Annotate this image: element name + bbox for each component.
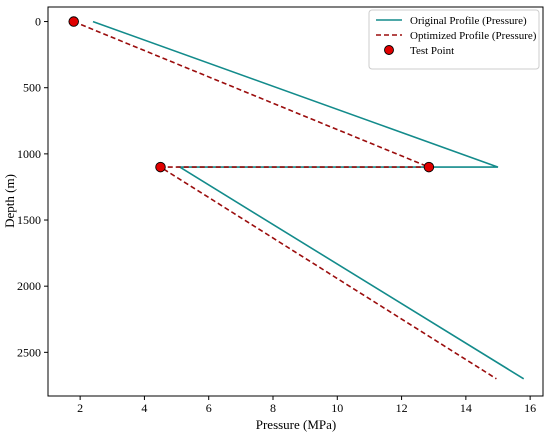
- x-tick-label: 6: [206, 401, 212, 415]
- x-tick-label: 2: [77, 401, 83, 415]
- y-tick-label: 2500: [17, 345, 41, 359]
- legend-label-test-point: Test Point: [410, 45, 454, 57]
- y-tick-label: 0: [35, 15, 41, 29]
- series-optimized-line: [73, 20, 497, 380]
- test-point: [68, 16, 79, 27]
- legend-swatch-test-point: [384, 45, 394, 55]
- x-tick-label: 14: [460, 401, 472, 415]
- legend-box: [368, 9, 540, 70]
- plot-area: [47, 6, 544, 397]
- x-tick-label: 12: [396, 401, 408, 415]
- series-layer: [73, 20, 525, 380]
- legend: Original Profile (Pressure) Optimized Pr…: [368, 9, 540, 70]
- y-tick-label: 1000: [17, 147, 41, 161]
- y-tick-label: 500: [23, 81, 41, 95]
- y-axis-label: Depth (m): [2, 174, 17, 228]
- x-tick-label: 10: [331, 401, 343, 415]
- y-axis: 0 500 1000 1500 2000 2500: [17, 15, 48, 359]
- x-tick-label: 8: [270, 401, 276, 415]
- test-point: [423, 161, 435, 173]
- x-tick-label: 4: [141, 401, 147, 415]
- test-point: [155, 161, 166, 173]
- x-axis: 2 4 6 8 10 12 14 16: [77, 396, 536, 415]
- x-axis-label: Pressure (MPa): [256, 417, 337, 432]
- legend-label-optimized: Optimized Profile (Pressure): [410, 30, 537, 42]
- x-tick-label: 16: [524, 401, 536, 415]
- y-tick-label: 2000: [17, 279, 41, 293]
- test-point-markers: [68, 16, 435, 173]
- y-tick-label: 1500: [17, 213, 41, 227]
- legend-label-original: Original Profile (Pressure): [410, 15, 527, 27]
